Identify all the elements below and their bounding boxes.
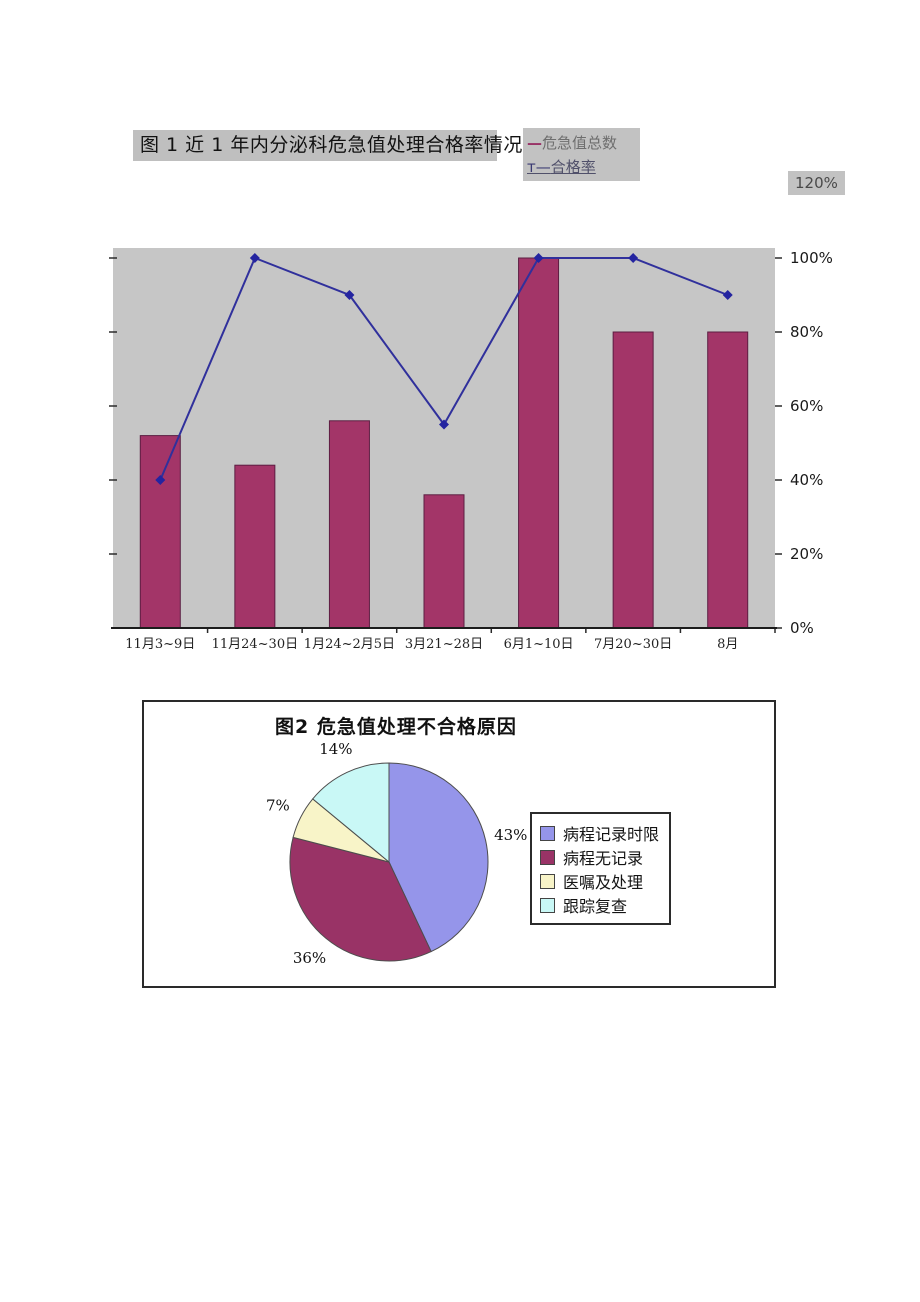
y-axis-label: 100% [790,249,833,267]
x-axis-label: 3月21~28日 [405,637,483,652]
figure1-legend: —危急值总数 т—合格率 [523,128,640,181]
legend-label-3: 跟踪复查 [563,897,628,916]
line-series-label: 合格率 [550,158,596,176]
line-series-marker: т— [527,158,551,176]
figure2-legend-item-0: 病程记录时限 [540,821,663,845]
x-axis-label: 11月24~30日 [212,637,299,652]
bar-5 [612,331,654,629]
y-axis-label: 20% [790,545,823,563]
line-marker-2 [344,290,355,300]
figure2-legend-item-2: 医嘱及处理 [540,869,663,893]
pie-data-label-2: 7% [266,796,290,814]
pie-slice-3 [312,762,390,864]
axis-overflow-label-120: 120% [788,171,845,195]
bar-1 [234,464,276,629]
line-marker-5 [628,253,639,263]
figure1-title: 图 1 近 1 年内分泌科危急值处理合格率情况 [133,130,522,161]
y-axis-label: 40% [790,471,823,489]
legend-label-0: 病程记录时限 [563,825,660,844]
legend-swatch-0 [540,825,555,841]
y-axis-label: 60% [790,397,823,415]
line-marker-1 [249,253,260,263]
pie-slice-1 [289,836,432,962]
pie-data-label-1: 36% [293,949,326,967]
x-axis-label: 7月20~30日 [594,637,672,652]
pie-data-label-0: 43% [494,826,527,844]
figure2-legend-item-3: 跟踪复查 [540,893,663,917]
x-axis-label: 1月24~2月5日 [304,637,395,652]
y-axis-label: 0% [790,619,814,637]
figure2-legend: 病程记录时限 病程无记录医嘱及处理跟踪复查 [530,812,671,925]
figure2-legend-item-1: 病程无记录 [540,845,663,869]
bar-4 [518,257,560,629]
bar-2 [328,420,370,629]
legend-swatch-1 [540,849,555,865]
x-axis-label: 11月3~9日 [125,637,195,652]
bar-6 [707,331,749,629]
figure2-pie-chart: 43% 36% 7% 14% [266,740,527,967]
legend-label-2: 医嘱及处理 [563,873,644,892]
figure2-frame: 43% 36% 7% 14% 图2 危急值处理不合格原因 病程记录时限 病程无记录医嘱及… [142,700,776,988]
figure1-combo-chart: 0% 20% 40% 60% 80% 100% 11月3~9日 11月24~30日 1月24~2… [109,248,833,652]
figure1-legend-item-line: т—合格率 [527,155,640,179]
x-axis-label: 8月 [717,637,738,652]
legend-swatch-3 [540,897,555,913]
x-axis-label: 6月1~10日 [504,637,574,652]
bar-series-label: 危急值总数 [542,134,618,152]
figure2-title: 图2 危急值处理不合格原因 [275,716,517,738]
line-marker-0 [155,475,166,485]
line-marker-4 [533,253,544,263]
bar-0 [139,435,181,629]
y-axis-label: 80% [790,323,823,341]
figure1-legend-item-bars: —危急值总数 [527,131,640,155]
legend-swatch-2 [540,873,555,889]
line-marker-6 [722,290,733,300]
pie-data-label-3: 14% [319,740,352,758]
bar-series-marker: — [527,134,542,152]
bar-3 [423,494,465,629]
line-marker-3 [439,419,449,430]
pie-slice-0 [388,762,489,953]
legend-label-1: 病程无记录 [563,849,644,868]
